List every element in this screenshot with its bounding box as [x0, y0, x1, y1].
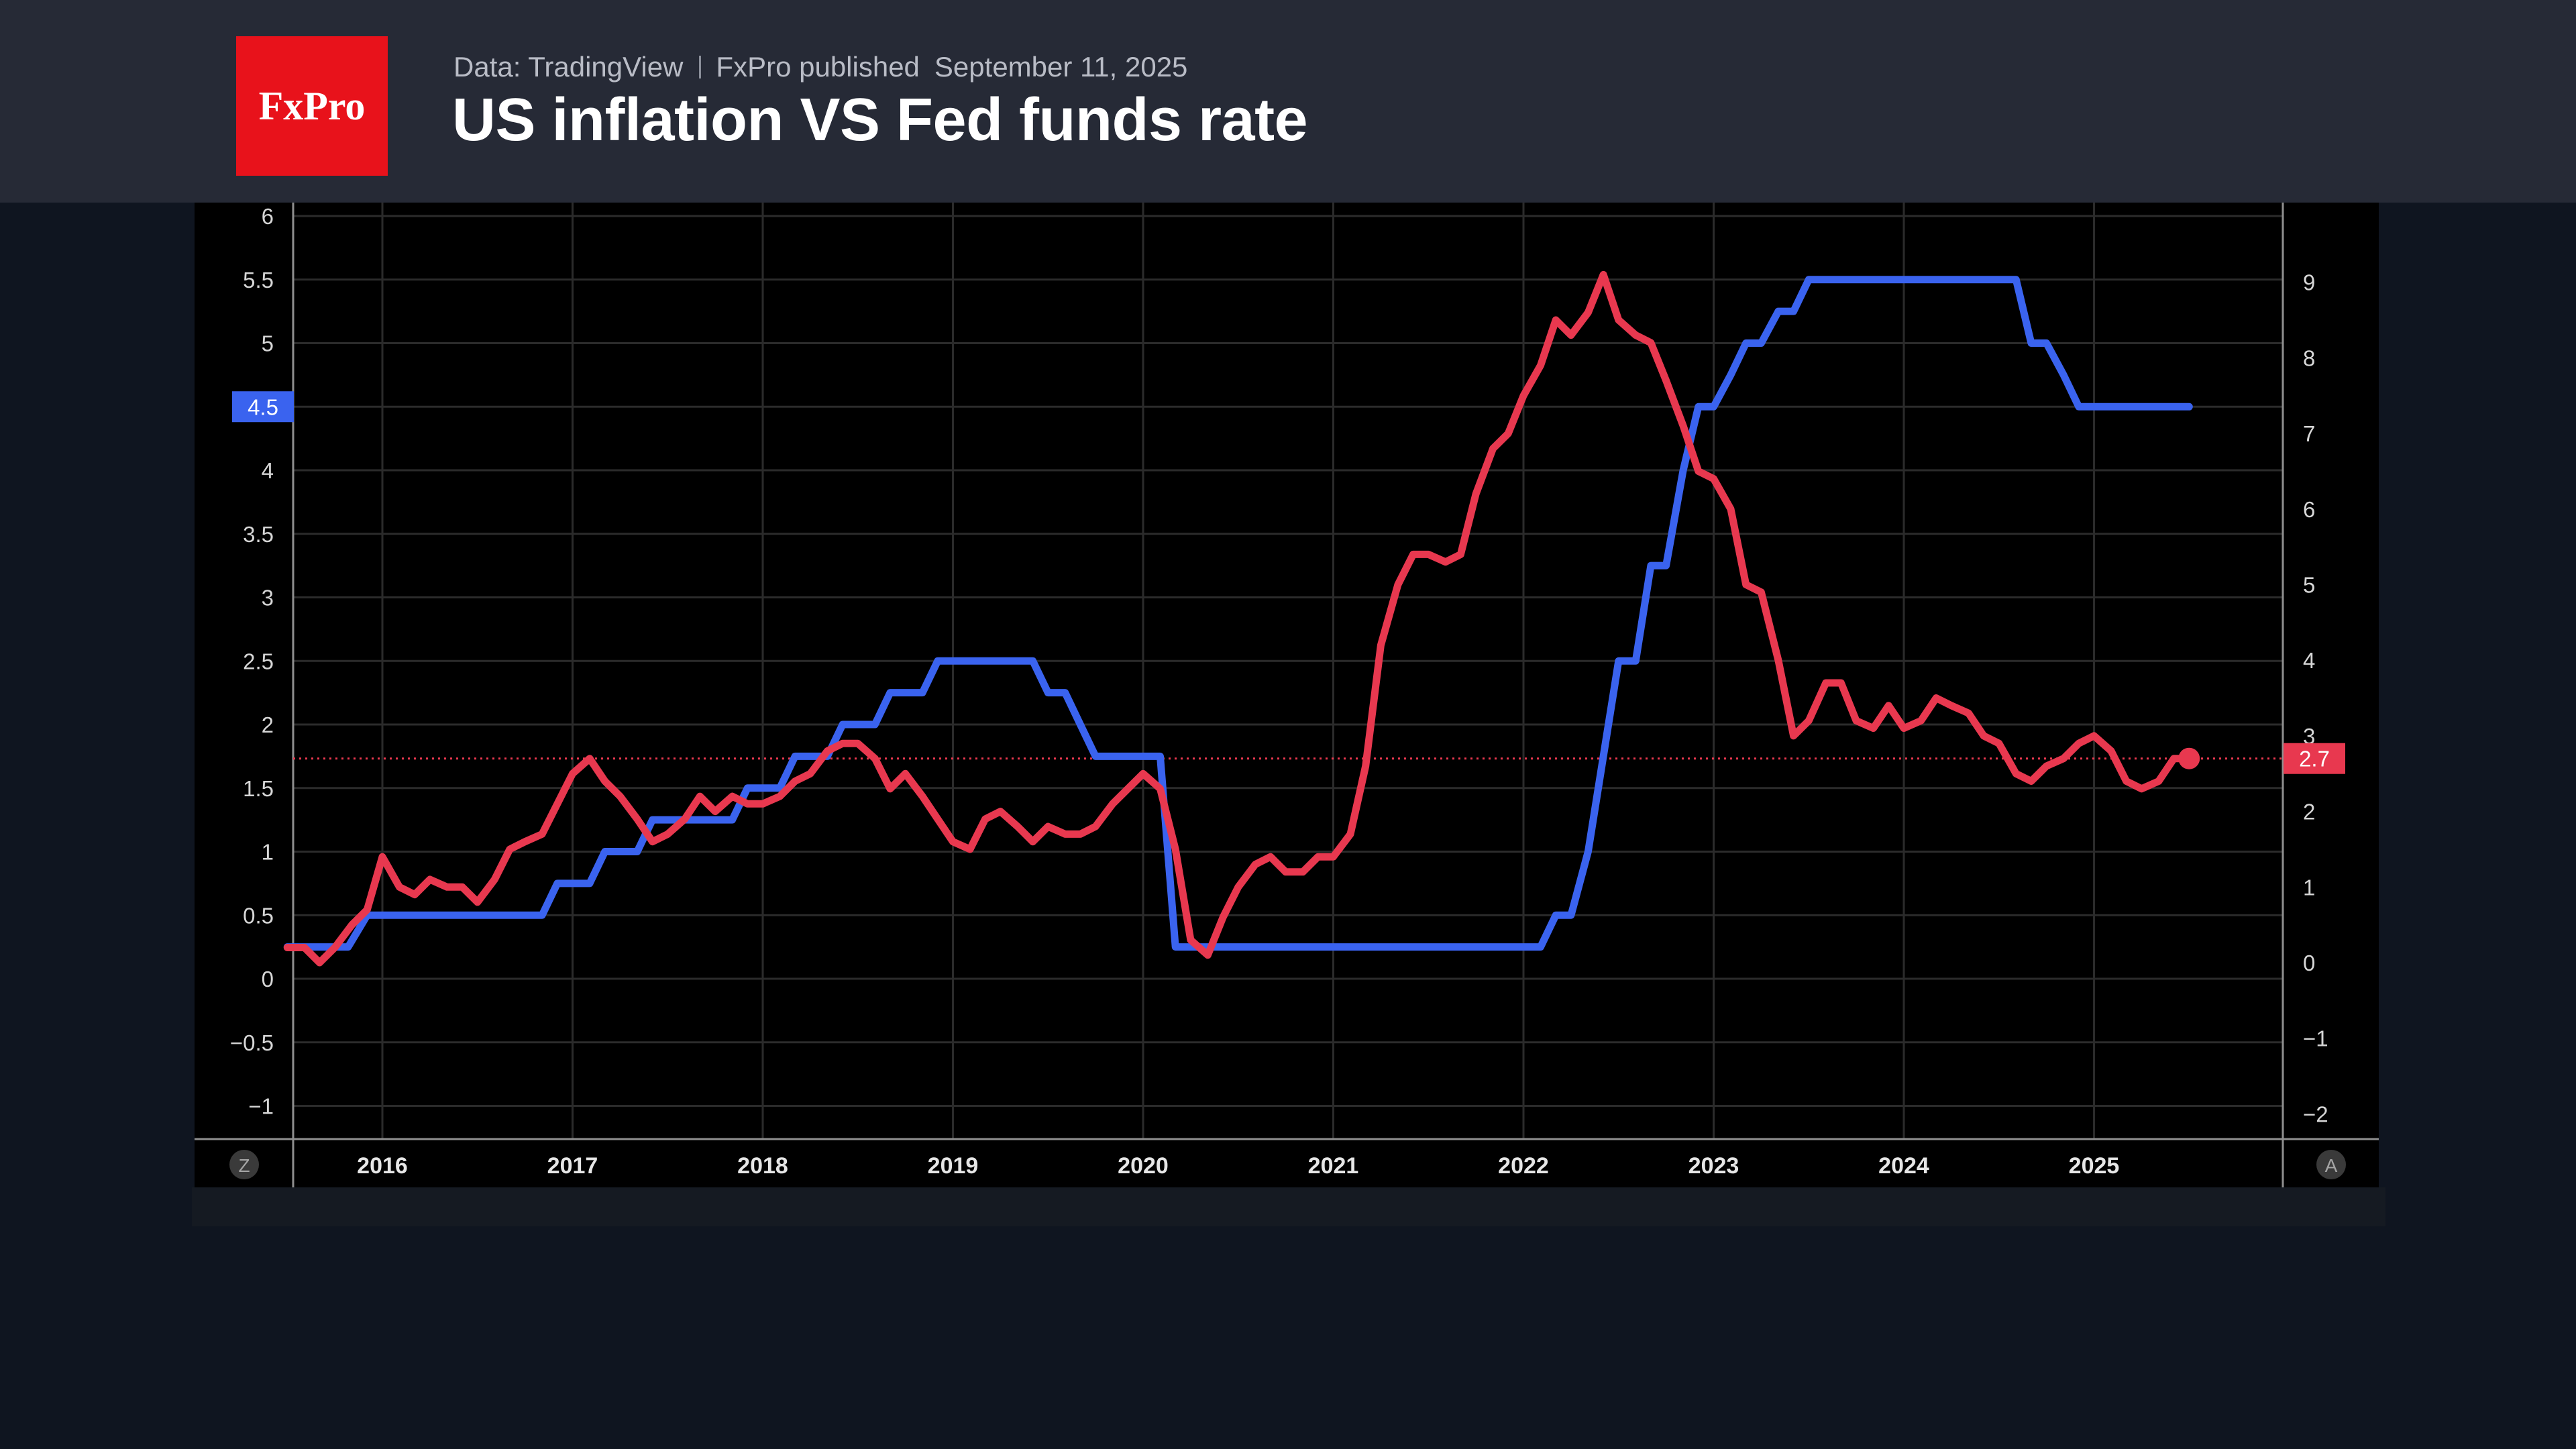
x-tick-label: 2023 — [1688, 1153, 1739, 1179]
left-tick-label: 2 — [262, 712, 274, 737]
inflation-last-point — [2178, 747, 2200, 769]
fed-funds-rate-line — [283, 276, 2193, 951]
left-tick-label: 1 — [262, 840, 274, 865]
publisher: FxPro published — [716, 51, 920, 83]
x-tick-label: 2024 — [1878, 1153, 1929, 1179]
x-tick-label: 2017 — [547, 1153, 598, 1179]
left-tick-label: 1.5 — [243, 776, 274, 801]
right-scale-button-label[interactable]: A — [2325, 1155, 2338, 1176]
inflation-line — [283, 270, 2193, 967]
x-tick-label: 2016 — [357, 1153, 408, 1179]
left-tick-label: 2.5 — [243, 649, 274, 674]
left-tick-label: 0 — [262, 967, 274, 991]
chart-footer-band — [192, 1187, 2385, 1226]
data-source: Data: TradingView — [453, 51, 684, 83]
right-tick-label: −1 — [2303, 1026, 2328, 1051]
separator-divider — [699, 56, 702, 78]
fed-rate-last-value-badge — [232, 391, 294, 423]
x-tick-label: 2025 — [2069, 1153, 2120, 1179]
publish-date: September 11, 2025 — [934, 51, 1188, 83]
right-tick-label: 4 — [2303, 648, 2315, 673]
left-scale-button[interactable] — [229, 1150, 259, 1179]
fed-rate-last-value-label: 4.5 — [248, 394, 278, 419]
left-scale-button-label[interactable]: Z — [238, 1155, 250, 1176]
right-tick-label: 6 — [2303, 497, 2315, 522]
chart-svg: 6 5.5 5 4 3.5 3 2.5 2 1.5 1 0.5 0 −0.5 −1 9 8 7 6 5 4 3 2 1 0 −1… — [195, 203, 2379, 1187]
inflation-last-value-badge — [2284, 743, 2345, 774]
right-tick-label: 2 — [2303, 800, 2315, 824]
x-tick-label: 2019 — [928, 1153, 979, 1179]
page-title: US inflation VS Fed funds rate — [452, 87, 1308, 154]
left-tick-label: 5 — [262, 331, 274, 356]
right-tick-label: 7 — [2303, 421, 2315, 446]
left-tick-label: 0.5 — [243, 903, 274, 928]
right-scale-button[interactable] — [2316, 1150, 2346, 1179]
left-tick-label: −1 — [248, 1094, 274, 1119]
left-tick-label: −0.5 — [230, 1030, 274, 1055]
inflation-last-value-label: 2.7 — [2299, 747, 2330, 771]
right-tick-label: −2 — [2303, 1102, 2328, 1126]
left-tick-label: 3 — [262, 586, 274, 610]
x-tick-label: 2018 — [737, 1153, 788, 1179]
left-tick-label: 4 — [262, 458, 274, 483]
x-tick-label: 2021 — [1308, 1153, 1359, 1179]
left-tick-label: 3.5 — [243, 522, 274, 547]
right-tick-label: 5 — [2303, 573, 2315, 598]
fxpro-logo: FxPro — [236, 36, 388, 176]
right-tick-label: 0 — [2303, 951, 2315, 975]
x-tick-label: 2022 — [1498, 1153, 1549, 1179]
left-tick-label: 6 — [262, 204, 274, 229]
right-tick-label: 9 — [2303, 270, 2315, 295]
right-tick-label: 1 — [2303, 875, 2315, 900]
meta-line: Data: TradingView FxPro published Septem… — [453, 48, 1187, 86]
left-tick-label: 5.5 — [243, 268, 274, 292]
right-tick-label: 3 — [2303, 724, 2315, 749]
header-bar: FxPro Data: TradingView FxPro published … — [0, 0, 2576, 203]
right-tick-label: 8 — [2303, 345, 2315, 370]
chart-panel: 6 5.5 5 4 3.5 3 2.5 2 1.5 1 0.5 0 −0.5 −1 9 8 7 6 5 4 3 2 1 0 −1… — [195, 203, 2379, 1187]
x-tick-label: 2020 — [1118, 1153, 1169, 1179]
